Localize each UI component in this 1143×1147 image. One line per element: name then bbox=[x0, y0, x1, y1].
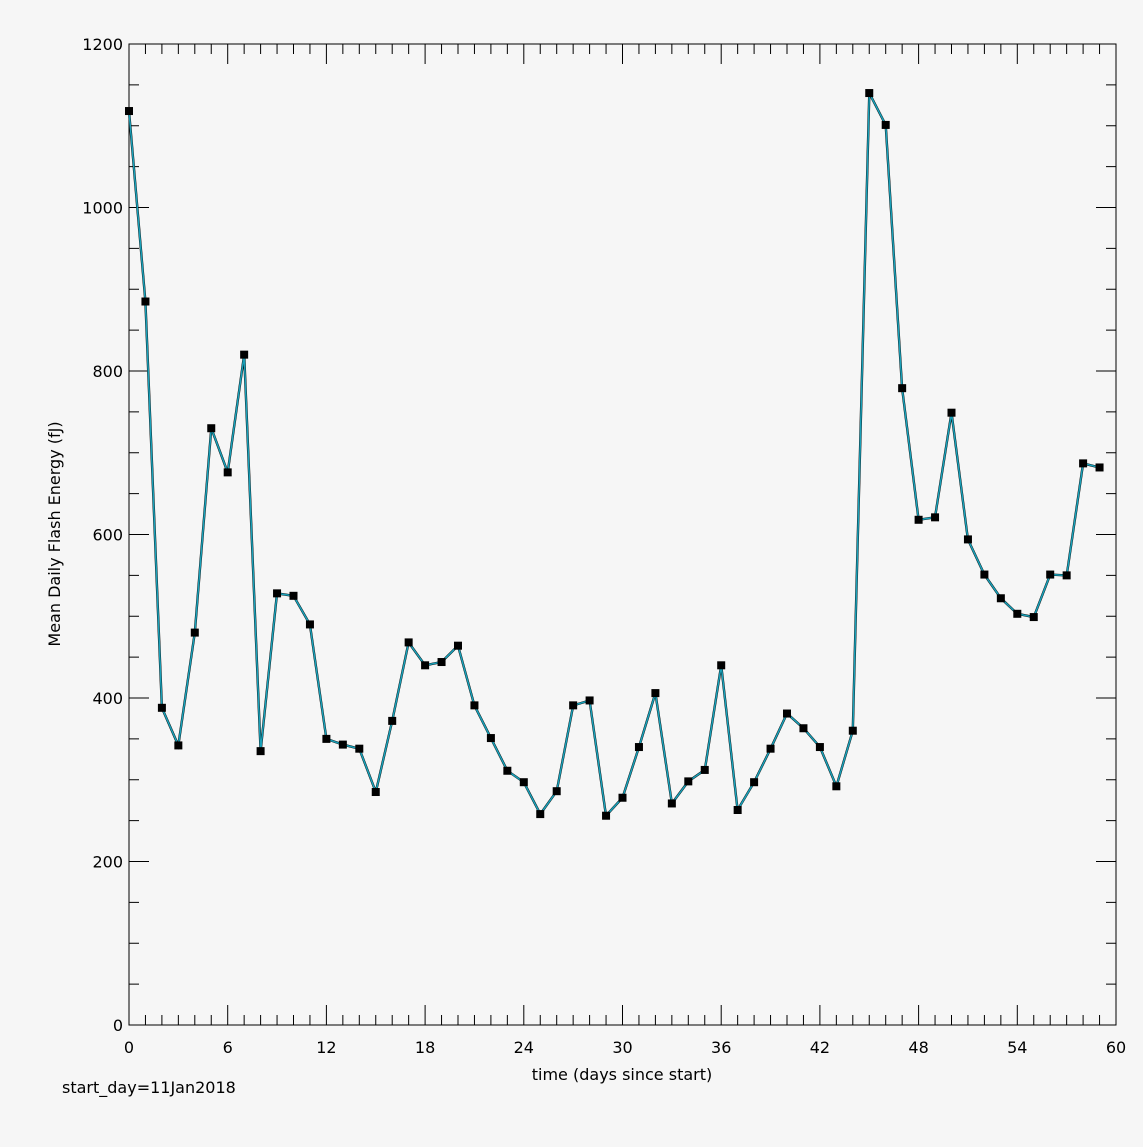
y-axis-title: Mean Daily Flash Energy (fJ) bbox=[45, 421, 64, 646]
data-point bbox=[486, 734, 495, 743]
data-point bbox=[931, 513, 940, 522]
data-point bbox=[766, 744, 775, 753]
axis-ticks bbox=[128, 43, 1117, 1026]
series-line-shadow bbox=[127, 92, 1100, 819]
data-point bbox=[322, 734, 331, 743]
data-point bbox=[305, 620, 314, 629]
data-point bbox=[273, 589, 282, 598]
data-point bbox=[980, 570, 989, 579]
x-tick-label: 48 bbox=[908, 1038, 928, 1057]
data-point bbox=[569, 701, 578, 710]
data-point bbox=[750, 778, 759, 787]
data-point bbox=[947, 408, 956, 417]
data-point bbox=[651, 689, 660, 698]
data-point bbox=[848, 726, 857, 735]
data-point bbox=[1046, 570, 1055, 579]
data-point bbox=[421, 661, 430, 670]
data-point bbox=[667, 799, 676, 808]
data-point bbox=[585, 696, 594, 705]
data-point bbox=[1079, 459, 1088, 468]
data-point bbox=[503, 766, 512, 775]
x-tick-label: 0 bbox=[124, 1038, 134, 1057]
y-tick-label: 400 bbox=[92, 689, 123, 708]
data-point bbox=[914, 515, 923, 524]
data-point bbox=[240, 350, 249, 359]
x-tick-label: 30 bbox=[612, 1038, 632, 1057]
data-point bbox=[256, 747, 265, 756]
data-point bbox=[865, 89, 874, 98]
data-point bbox=[618, 793, 627, 802]
data-point bbox=[437, 658, 446, 667]
data-point bbox=[783, 709, 791, 718]
data-point bbox=[881, 120, 890, 129]
y-tick-label: 600 bbox=[92, 526, 123, 545]
y-tick-label: 800 bbox=[92, 362, 123, 381]
y-tick-label: 200 bbox=[92, 853, 123, 872]
data-point bbox=[355, 744, 364, 753]
data-point bbox=[289, 591, 298, 600]
x-tick-label: 60 bbox=[1106, 1038, 1126, 1057]
data-point bbox=[536, 810, 545, 819]
x-tick-label: 12 bbox=[316, 1038, 336, 1057]
data-point bbox=[404, 638, 413, 647]
data-point bbox=[832, 782, 841, 791]
x-tick-label: 42 bbox=[810, 1038, 830, 1057]
data-point bbox=[141, 297, 150, 306]
data-point bbox=[1095, 463, 1104, 472]
data-point bbox=[157, 703, 166, 712]
series-line bbox=[128, 92, 1100, 818]
data-point bbox=[338, 740, 347, 749]
data-point bbox=[963, 535, 972, 544]
data-point bbox=[190, 628, 199, 637]
data-point bbox=[207, 424, 216, 433]
data-point bbox=[996, 594, 1005, 603]
data-point bbox=[733, 805, 742, 814]
data-point bbox=[125, 107, 133, 116]
x-tick-label: 6 bbox=[223, 1038, 233, 1057]
y-tick-label: 1000 bbox=[82, 199, 123, 218]
y-tick-label: 0 bbox=[113, 1016, 123, 1035]
data-point bbox=[371, 788, 380, 797]
data-point bbox=[174, 741, 183, 750]
data-point bbox=[223, 468, 232, 477]
y-tick-label: 1200 bbox=[82, 35, 123, 54]
data-point bbox=[602, 811, 611, 820]
data-point bbox=[552, 787, 561, 796]
data-point bbox=[717, 661, 726, 670]
data-point bbox=[388, 716, 397, 725]
start-day-annotation: start_day=11Jan2018 bbox=[62, 1078, 236, 1097]
data-point bbox=[898, 384, 907, 393]
data-point bbox=[454, 641, 462, 650]
x-tick-label: 36 bbox=[711, 1038, 731, 1057]
data-point bbox=[470, 701, 479, 710]
x-tick-label: 54 bbox=[1007, 1038, 1027, 1057]
x-axis-title: time (days since start) bbox=[532, 1065, 712, 1084]
data-point bbox=[815, 743, 824, 752]
data-point bbox=[1029, 613, 1038, 622]
data-point bbox=[799, 724, 808, 733]
x-tick-label: 24 bbox=[514, 1038, 534, 1057]
data-point bbox=[1013, 609, 1022, 618]
x-tick-label: 18 bbox=[415, 1038, 435, 1057]
data-point bbox=[684, 777, 693, 786]
data-point bbox=[700, 765, 709, 774]
data-point bbox=[634, 743, 643, 752]
data-point bbox=[1062, 571, 1071, 580]
data-markers bbox=[125, 89, 1104, 820]
data-point bbox=[519, 778, 528, 787]
tick-labels: 0 6 12 18 24 30 36 42 48 54 6002004006008001000120… bbox=[82, 35, 1126, 1057]
